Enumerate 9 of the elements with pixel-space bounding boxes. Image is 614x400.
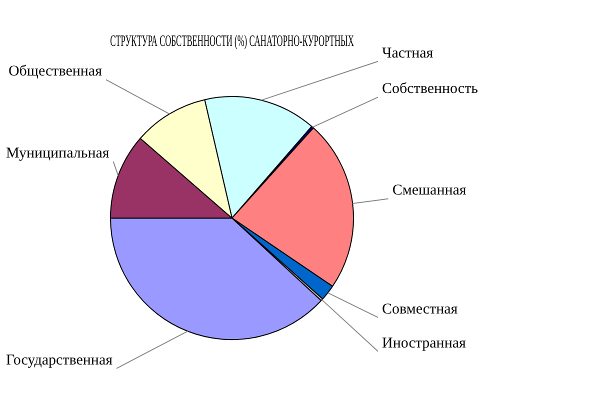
slice-label: Частная — [382, 45, 434, 62]
slice-label: Иностранная — [382, 335, 466, 352]
slice-label: Муниципальная — [6, 146, 110, 162]
slice-label: Собственность — [382, 81, 478, 98]
slice-label: Совместная — [382, 301, 458, 318]
chart-title: СТРУКТУРА СОБСТВЕННОСТИ (%) САНАТОРНО-КУРОРТНЫХ — [110, 32, 354, 50]
slice-label: Общественная — [8, 64, 102, 80]
slice-label: Смешанная — [392, 182, 466, 199]
slice-label: Государственная — [6, 352, 113, 368]
